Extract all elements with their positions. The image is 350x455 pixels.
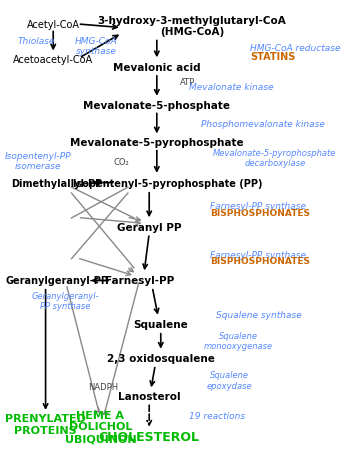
Text: Acetoacetyl-CoA: Acetoacetyl-CoA	[13, 55, 93, 65]
Text: Farnesyl-PP synthase: Farnesyl-PP synthase	[210, 250, 306, 259]
Text: 2,3 oxidosqualene: 2,3 oxidosqualene	[107, 354, 215, 364]
Text: HMG-CoA
synthase: HMG-CoA synthase	[75, 37, 117, 56]
Text: Farnesyl-PP: Farnesyl-PP	[105, 276, 175, 286]
Text: CO₂: CO₂	[114, 157, 130, 167]
Text: HEME A
DOLICHOL
UBIQUINON: HEME A DOLICHOL UBIQUINON	[65, 410, 136, 443]
Text: Geranylgeranyl-PP: Geranylgeranyl-PP	[6, 276, 108, 286]
Text: BISPHOSPHONATES: BISPHOSPHONATES	[210, 208, 310, 217]
Text: Squalene: Squalene	[133, 320, 188, 330]
Text: Isopentenyl-5-pyrophosphate (PP): Isopentenyl-5-pyrophosphate (PP)	[73, 178, 262, 188]
Text: ATP: ATP	[180, 77, 195, 86]
Text: Squalene synthase: Squalene synthase	[216, 310, 302, 319]
Text: Mevalonate-5-phosphate: Mevalonate-5-phosphate	[83, 101, 230, 111]
Text: STATINS: STATINS	[250, 51, 295, 61]
Text: PRENYLATED
PROTEINS: PRENYLATED PROTEINS	[5, 414, 86, 435]
Text: NADPH: NADPH	[89, 382, 119, 391]
Text: Lanosterol: Lanosterol	[118, 391, 181, 401]
Text: Thiolase: Thiolase	[18, 37, 55, 46]
Text: Squalene
monooxygenase: Squalene monooxygenase	[204, 331, 273, 350]
Text: CHOLESTEROL: CHOLESTEROL	[99, 430, 200, 443]
Text: Farnesyl-PP synthase: Farnesyl-PP synthase	[210, 201, 306, 210]
Text: Mevalonic acid: Mevalonic acid	[113, 63, 201, 73]
Text: Mevalonate kinase: Mevalonate kinase	[189, 83, 273, 92]
Text: Acetyl-CoA: Acetyl-CoA	[27, 20, 80, 30]
Text: Geranyl PP: Geranyl PP	[117, 222, 181, 233]
Text: Dimethylallyl-PP: Dimethylallyl-PP	[12, 178, 103, 188]
Text: Mevalonate-5-pyrophosphate
decarboxylase: Mevalonate-5-pyrophosphate decarboxylase	[213, 149, 337, 168]
Text: Isopentenyl-PP
isomerase: Isopentenyl-PP isomerase	[5, 152, 71, 171]
Text: BISPHOSPHONATES: BISPHOSPHONATES	[210, 257, 310, 266]
Text: Phosphomevalonate kinase: Phosphomevalonate kinase	[201, 120, 325, 129]
Text: HMG-CoA reductase: HMG-CoA reductase	[250, 44, 340, 52]
Text: Geranylgeranyl-
PP synthase: Geranylgeranyl- PP synthase	[32, 291, 99, 310]
Text: 3-hydroxy-3-methylglutaryl-CoA
(HMG-CoA): 3-hydroxy-3-methylglutaryl-CoA (HMG-CoA)	[98, 15, 286, 37]
Text: 19 reactions: 19 reactions	[189, 412, 245, 420]
Text: Mevalonate-5-pyrophosphate: Mevalonate-5-pyrophosphate	[70, 137, 244, 147]
Text: Squalene
epoxydase: Squalene epoxydase	[207, 371, 253, 390]
